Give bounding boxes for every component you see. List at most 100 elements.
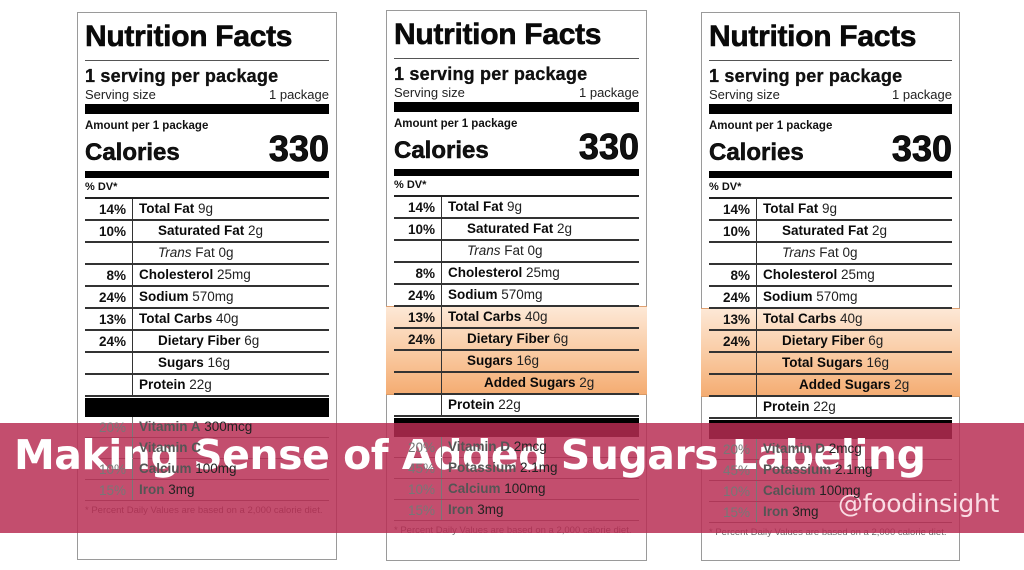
daily-value-percent: 15% [85, 480, 133, 500]
daily-value-percent: 45% [709, 460, 757, 480]
daily-value-header: % DV* [709, 181, 952, 199]
calories-label: Calories [709, 139, 804, 167]
nutrient-rows: 14% Total Fat 9g 10% Saturated Fat 2g Trans … [701, 199, 960, 419]
vitamin-name-amount: Vitamin D 2mcg [763, 441, 862, 456]
daily-value-header: % DV* [394, 179, 639, 197]
daily-value-percent: 14% [394, 197, 442, 217]
servings-per-container: 1 serving per package [709, 66, 903, 86]
nutrient-rows: 14% Total Fat 9g 10% Saturated Fat 2g Trans … [386, 197, 647, 417]
medium-divider [85, 171, 329, 178]
vitamin-rows: 20% Vitamin D 2mcg 45% Potassium 2.1mg 10% Ca… [394, 437, 639, 521]
calories-label: Calories [85, 139, 180, 167]
thick-divider [85, 104, 329, 114]
medium-divider [709, 171, 952, 178]
vitamin-name-amount: Calcium 100mg [763, 483, 861, 498]
nutrient-row: 24% Dietary Fiber 6g [85, 331, 329, 353]
daily-value-percent: 13% [394, 307, 442, 327]
daily-value-percent: 10% [85, 221, 133, 241]
nutrient-row: 24% Sodium 570mg [709, 287, 952, 309]
daily-value-percent: 10% [709, 221, 757, 241]
daily-value-percent: 24% [394, 329, 442, 349]
nutrient-name-amount: Cholesterol 25mg [763, 267, 875, 282]
daily-value-percent: 8% [85, 265, 133, 285]
nutrient-row: 14% Total Fat 9g [709, 199, 952, 221]
vitamin-name-amount: Iron 3mg [763, 504, 819, 519]
amount-per-serving: Amount per 1 package [709, 120, 833, 132]
daily-value-percent [85, 243, 133, 263]
nutrient-name-amount: Protein 22g [448, 397, 521, 412]
vitamin-row: 20% Vitamin D 2mcg [394, 437, 639, 458]
daily-value-percent: 13% [85, 309, 133, 329]
nutrient-row: Added Sugars 2g [709, 375, 952, 397]
nutrient-name-amount: Total Carbs 40g [139, 311, 239, 326]
thick-divider [394, 102, 639, 112]
nutrient-name-amount: Trans Fat 0g [467, 243, 543, 258]
nutrient-row: 13% Total Carbs 40g [709, 309, 952, 331]
daily-value-percent: 10% [394, 219, 442, 239]
vitamin-name-amount: Iron 3mg [448, 502, 504, 517]
daily-value-percent: 45% [394, 458, 442, 478]
serving-size-row: Serving size 1 package [709, 87, 952, 103]
divider [394, 58, 639, 59]
daily-value-percent [85, 438, 133, 458]
vitamin-name-amount: Calcium 100mg [139, 461, 237, 476]
daily-value-percent [394, 351, 442, 371]
daily-value-percent: 24% [709, 331, 757, 351]
nutrient-row: 13% Total Carbs 40g [394, 307, 639, 329]
calories-row: Calories 330 [394, 128, 640, 165]
serving-size-value: 1 package [269, 87, 329, 102]
nutrient-row: 10% Saturated Fat 2g [394, 219, 639, 241]
nutrient-name-amount: Protein 22g [763, 399, 836, 414]
vitamin-rows: 20% Vitamin A 300mcg Vitamin C 10% Calcium … [85, 417, 329, 501]
vitamin-row: 20% Vitamin A 300mcg [85, 417, 329, 438]
vitamin-row: 20% Vitamin D 2mcg [709, 439, 952, 460]
nutrient-row: 10% Saturated Fat 2g [85, 221, 329, 243]
daily-value-percent [85, 353, 133, 373]
daily-value-percent: 20% [394, 437, 442, 457]
daily-value-percent [709, 375, 757, 395]
daily-value-percent: 24% [394, 285, 442, 305]
calories-value: 330 [268, 128, 330, 169]
social-handle: @foodinsight [838, 489, 999, 518]
nutrient-row: Protein 22g [394, 395, 639, 417]
bottom-divider [85, 398, 329, 417]
calories-label: Calories [394, 137, 489, 165]
nutrient-row: 10% Saturated Fat 2g [709, 221, 952, 243]
daily-value-percent: 10% [394, 479, 442, 499]
label-title: Nutrition Facts [709, 20, 917, 54]
nutrient-row: 24% Sodium 570mg [394, 285, 639, 307]
nutrient-name-amount: Cholesterol 25mg [448, 265, 560, 280]
divider [85, 60, 329, 61]
vitamin-row: 10% Calcium 100mg [85, 459, 329, 480]
nutrient-row: Trans Fat 0g [394, 241, 639, 263]
nutrient-name-amount: Total Fat 9g [139, 201, 214, 216]
nutrient-row: Protein 22g [85, 375, 329, 397]
vitamin-name-amount: Vitamin D 2mcg [448, 439, 547, 454]
calories-row: Calories 330 [85, 128, 330, 169]
daily-value-percent: 24% [85, 287, 133, 307]
nutrient-row: 13% Total Carbs 40g [85, 309, 329, 331]
vitamin-name-amount: Potassium 2.1mg [448, 460, 558, 475]
nutrient-name-amount: Dietary Fiber 6g [467, 331, 569, 346]
nutrient-name-amount: Sodium 570mg [763, 289, 858, 304]
nutrient-name-amount: Sodium 570mg [139, 289, 234, 304]
nutrient-rows: 14% Total Fat 9g 10% Saturated Fat 2g Trans … [85, 199, 329, 397]
title-banner: Making Sense of Added Sugars Labeling @f… [0, 423, 1024, 533]
daily-value-percent: 15% [394, 500, 442, 520]
nutrient-row: 14% Total Fat 9g [85, 199, 329, 221]
daily-value-percent [394, 395, 442, 415]
nutrient-row: Added Sugars 2g [394, 373, 639, 395]
nutrient-row: 24% Sodium 570mg [85, 287, 329, 309]
divider [709, 60, 952, 61]
nutrient-row: Trans Fat 0g [709, 243, 952, 265]
daily-value-percent: 14% [85, 199, 133, 219]
nutrient-row: Sugars 16g [85, 353, 329, 375]
calories-value: 330 [891, 128, 953, 169]
calories-row: Calories 330 [709, 128, 953, 169]
nutrition-label-final: Nutrition Facts 1 serving per package Se… [701, 12, 960, 561]
daily-value-percent: 13% [709, 309, 757, 329]
medium-divider [394, 169, 639, 176]
serving-size-row: Serving size 1 package [85, 87, 329, 103]
daily-value-percent [709, 243, 757, 263]
nutrient-row: Protein 22g [709, 397, 952, 419]
